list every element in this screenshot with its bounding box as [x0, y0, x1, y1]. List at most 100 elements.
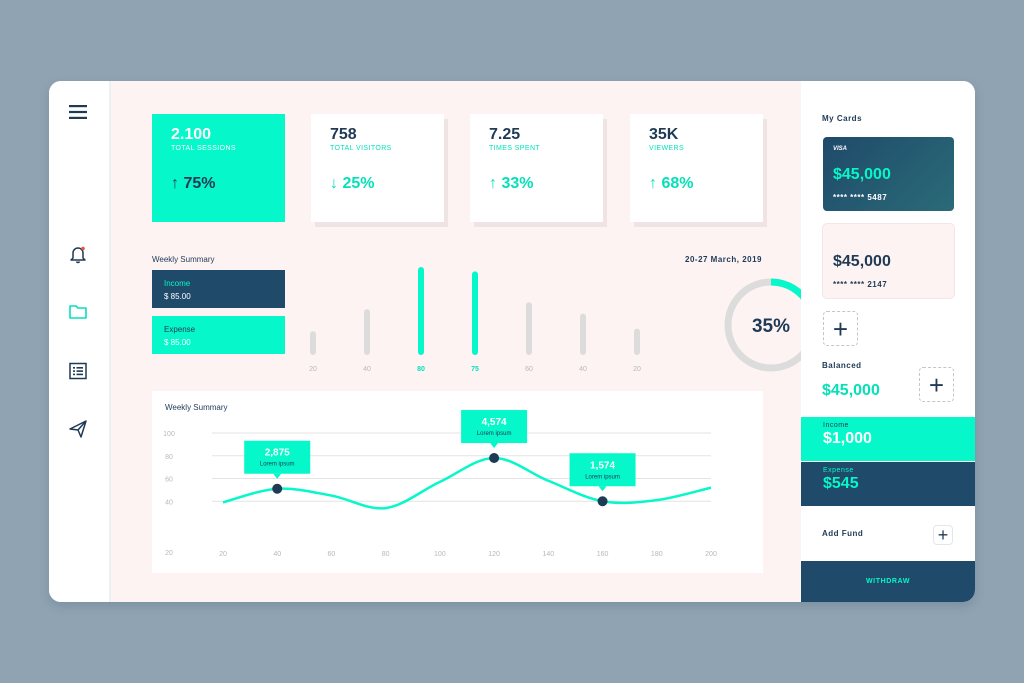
- x-tick-label: 140: [542, 551, 554, 558]
- stat-change: ↑ 75%: [171, 175, 215, 193]
- expense-value: $ 85.00: [164, 338, 191, 347]
- menu-icon[interactable]: [66, 100, 90, 124]
- x-tick-label: 180: [651, 551, 663, 558]
- donut-label: 35%: [752, 316, 790, 337]
- send-icon[interactable]: [66, 417, 90, 441]
- data-point[interactable]: [272, 483, 283, 494]
- card-secondary[interactable]: $45,000 **** **** 2147: [823, 224, 954, 298]
- tooltip-value: 4,574: [482, 417, 507, 428]
- bar-tick-label: 80: [417, 366, 425, 373]
- stat-label: TIMES SPENT: [489, 145, 541, 152]
- data-point[interactable]: [597, 496, 608, 507]
- stat-card-time-spent[interactable]: 7.25 TIMES SPENT ↑ 33%: [470, 114, 603, 222]
- income-legend[interactable]: Income $ 85.00: [152, 270, 285, 308]
- tooltip-note: Lorem ipsum: [477, 431, 512, 437]
- bell-icon[interactable]: [66, 242, 90, 266]
- dashboard-window: 2.100 TOTAL SESSIONS ↑ 75% 758 TOTAL VIS…: [49, 81, 975, 602]
- expense-legend[interactable]: Expense $ 85.00: [152, 316, 285, 354]
- weekly-bar-chart: 20 40 80 75 60 40 20: [309, 267, 641, 373]
- expense-summary: Expense $545: [801, 462, 975, 506]
- data-tooltip[interactable]: 2,875 Lorem ipsum: [244, 440, 311, 479]
- tooltip-value: 1,574: [590, 460, 615, 471]
- card-visa[interactable]: VISA $45,000 **** **** 5487: [823, 137, 954, 211]
- bar[interactable]: [364, 309, 370, 355]
- expense-value: $545: [823, 475, 859, 492]
- stat-change-value: 25%: [342, 175, 375, 192]
- income-label: Income: [164, 279, 191, 288]
- wallet-panel: My Cards VISA $45,000 **** **** 5487 $45…: [801, 81, 975, 602]
- x-tick-label: 60: [328, 551, 336, 558]
- stat-change: ↑ 68%: [649, 175, 693, 193]
- line-chart-title: Weekly Summary: [165, 403, 228, 412]
- stat-value: 35K: [649, 126, 679, 143]
- plus-icon: +: [937, 525, 949, 545]
- list-icon[interactable]: [66, 359, 90, 383]
- balanced-label: Balanced: [822, 361, 862, 370]
- x-tick-label: 20: [219, 551, 227, 558]
- plus-icon: +: [832, 313, 849, 344]
- y-tick-label: 80: [165, 454, 173, 461]
- data-tooltip[interactable]: 1,574 Lorem ipsum: [569, 453, 636, 492]
- tooltip-note: Lorem ipsum: [585, 474, 620, 480]
- income-value: $1,000: [823, 430, 872, 447]
- stat-change-value: 75%: [183, 175, 216, 192]
- date-range: 20-27 March, 2019: [685, 255, 762, 264]
- bar[interactable]: [526, 302, 532, 355]
- folder-icon[interactable]: [66, 300, 90, 324]
- sidebar: [49, 81, 111, 602]
- my-cards-label: My Cards: [822, 114, 863, 123]
- x-tick-label: 40: [273, 551, 281, 558]
- tooltip-note: Lorem ipsum: [260, 462, 295, 468]
- y-tick-label: 100: [163, 431, 175, 438]
- stat-change-value: 68%: [661, 175, 694, 192]
- bar[interactable]: [310, 331, 316, 355]
- add-card-button[interactable]: +: [823, 311, 858, 346]
- bar[interactable]: [634, 328, 640, 355]
- x-tick-label: 160: [597, 551, 609, 558]
- add-balance-button[interactable]: +: [919, 367, 954, 402]
- data-point[interactable]: [489, 453, 500, 464]
- withdraw-button[interactable]: WITHDRAW: [801, 561, 975, 602]
- bar-tick-label: 20: [309, 366, 317, 373]
- plus-icon: +: [928, 369, 945, 400]
- card-amount: $45,000: [833, 253, 891, 270]
- main-content: 2.100 TOTAL SESSIONS ↑ 75% 758 TOTAL VIS…: [111, 81, 818, 602]
- stat-value: 7.25: [489, 126, 521, 143]
- y-tick-label: 40: [165, 499, 173, 506]
- line-chart-panel: Weekly Summary 20 40 60 80 100 20 40 60 80 100 120…: [152, 391, 763, 573]
- bar-tick-label: 20: [633, 366, 641, 373]
- card-number: **** **** 2147: [833, 280, 888, 289]
- data-tooltip[interactable]: 4,574 Lorem ipsum: [461, 410, 528, 449]
- stat-card-sessions[interactable]: 2.100 TOTAL SESSIONS ↑ 75%: [152, 114, 285, 222]
- card-amount: $45,000: [833, 166, 891, 183]
- card-number: **** **** 5487: [833, 193, 888, 202]
- add-fund-button[interactable]: +: [933, 525, 953, 545]
- expense-label: Expense: [164, 325, 196, 334]
- stat-card-viewers[interactable]: 35K VIEWERS ↑ 68%: [630, 114, 763, 222]
- income-value: $ 85.00: [164, 292, 191, 301]
- x-tick-label: 100: [434, 551, 446, 558]
- card-brand: VISA: [833, 146, 848, 152]
- stat-label: TOTAL SESSIONS: [171, 145, 236, 152]
- arrow-down-icon: ↓: [330, 175, 338, 192]
- stat-value: 2.100: [171, 126, 212, 143]
- stat-label: TOTAL VISITORS: [330, 145, 392, 152]
- bar[interactable]: [580, 313, 586, 355]
- bar-tick-label: 60: [525, 366, 533, 373]
- line-chart: 20 40 60 80 100 20 40 60 80 100 120 140 160 180 200 2,8…: [163, 410, 717, 558]
- stat-label: VIEWERS: [649, 145, 685, 152]
- weekly-summary-title: Weekly Summary: [152, 255, 215, 264]
- add-fund-label: Add Fund: [822, 529, 864, 538]
- bar-tick-label: 40: [363, 366, 371, 373]
- bar[interactable]: [418, 267, 424, 355]
- bar-tick-label: 40: [579, 366, 587, 373]
- arrow-up-icon: ↑: [171, 175, 179, 192]
- stat-card-visitors[interactable]: 758 TOTAL VISITORS ↓ 25%: [311, 114, 444, 222]
- income-label: Income: [823, 422, 849, 429]
- tooltip-value: 2,875: [265, 448, 290, 459]
- income-summary: Income $1,000: [801, 417, 975, 461]
- stat-change-value: 33%: [501, 175, 534, 192]
- bar[interactable]: [472, 271, 478, 355]
- stat-change: ↓ 25%: [330, 175, 374, 193]
- series-line: [222, 456, 712, 510]
